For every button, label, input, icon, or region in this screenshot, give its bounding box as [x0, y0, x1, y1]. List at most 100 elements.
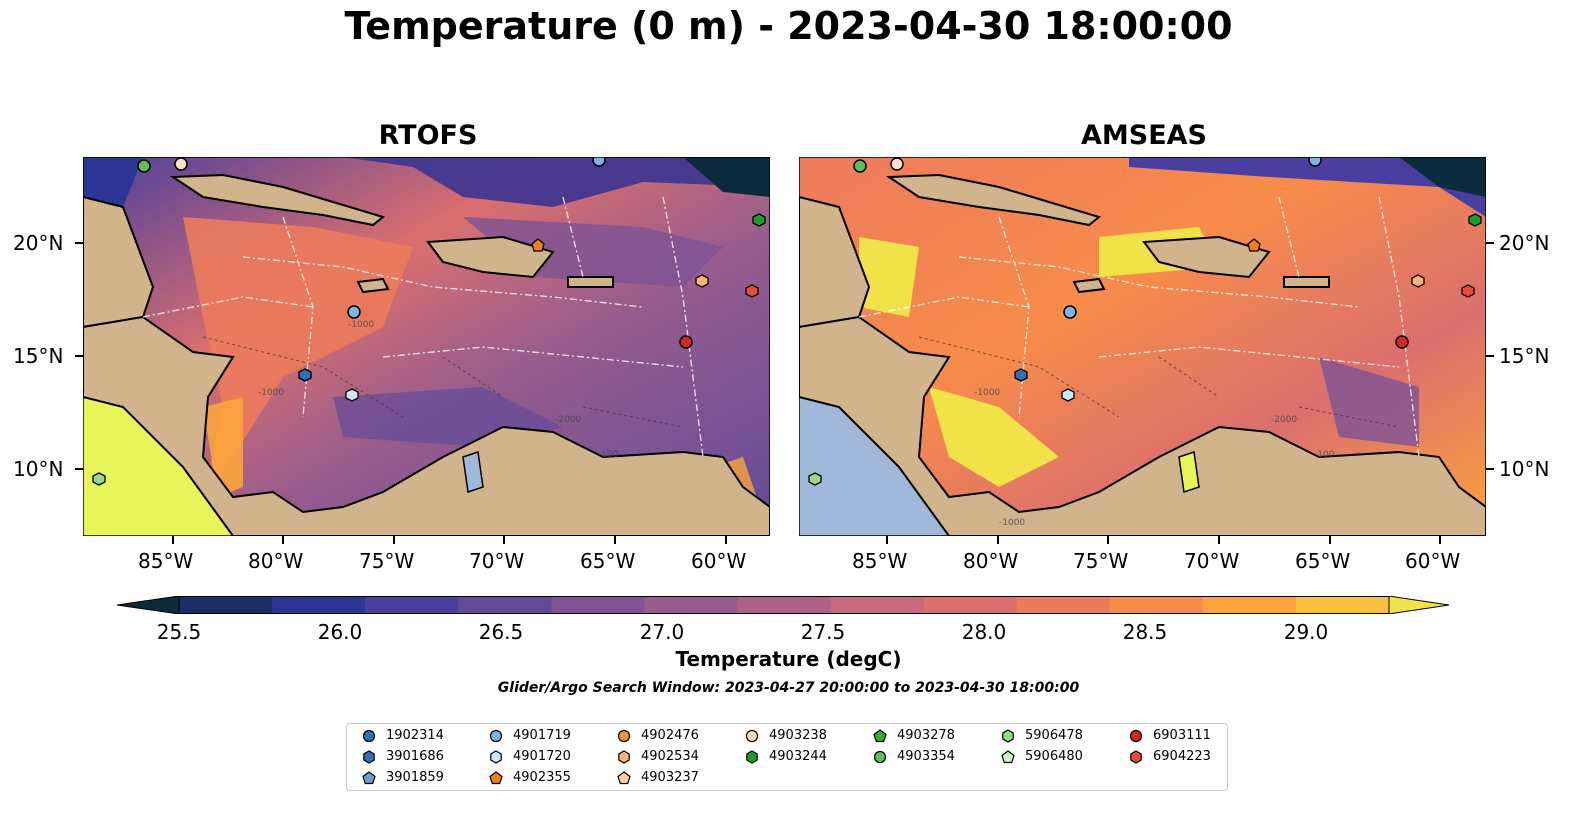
float-marker [1247, 238, 1261, 252]
legend-item: 4903238 [744, 727, 827, 745]
lon-tick-label: 70°W [1184, 549, 1240, 573]
cold-water-region [683, 157, 770, 197]
lon-tick-label: 75°W [359, 549, 415, 573]
legend-item-label: 3901686 [386, 749, 444, 764]
colorbar-segment [830, 596, 925, 614]
cool-water-region [1319, 357, 1419, 447]
legend-pentagon-marker-icon [362, 771, 376, 785]
warm-water-region [859, 237, 919, 317]
legend-item: 4903244 [744, 748, 827, 766]
legend-item: 4902355 [488, 769, 571, 787]
land-central-south-america [799, 315, 1486, 536]
land-jamaica [356, 277, 390, 294]
lon-tick-label: 65°W [1295, 549, 1351, 573]
colorbar-tick: 28.0 [961, 620, 1007, 644]
legend-item-label: 6903111 [1153, 728, 1211, 743]
legend-circle-marker-icon [873, 750, 887, 764]
legend-item-label: 4902476 [641, 728, 699, 743]
float-marker [345, 388, 359, 402]
legend-item: 6903111 [1128, 727, 1211, 745]
cool-water-region [1129, 157, 1486, 217]
float-marker [298, 368, 312, 382]
land-hispaniola [426, 235, 555, 279]
legend-item-label: 4901719 [513, 728, 571, 743]
float-marker [1063, 305, 1077, 319]
eez-boundaries [858, 196, 1420, 458]
legend-item: 5906480 [1000, 748, 1083, 766]
legend-item-label: 5906480 [1025, 749, 1083, 764]
land-yucatan [83, 195, 155, 329]
colorbar-segment [737, 596, 832, 614]
land-cuba [169, 173, 386, 227]
contour-label: -100 [598, 450, 619, 460]
legend-item: 4903237 [616, 769, 699, 787]
lat-tick-label: 20°N [13, 231, 64, 255]
legend-item: 3901859 [361, 769, 444, 787]
float-marker [1061, 388, 1075, 402]
float-marker [679, 335, 693, 349]
legend-item-label: 5906478 [1025, 728, 1083, 743]
colorbar-segment [365, 596, 459, 614]
legend-hexagon-marker-icon [618, 750, 630, 764]
legend-circle-marker-icon [745, 729, 759, 743]
legend-item-label: 4902355 [513, 770, 571, 785]
float-marker [1395, 335, 1409, 349]
lon-tick-label: 60°W [691, 549, 747, 573]
colorbar-segment [923, 596, 1018, 614]
contour-label: -1000 [974, 388, 1000, 398]
legend-item: 3901686 [361, 748, 444, 766]
colorbar-segment [1295, 596, 1390, 614]
legend-item-label: 4903244 [769, 749, 827, 764]
contour-label: -1000 [258, 388, 284, 398]
search-window-text: Glider/Argo Search Window: 2023-04-27 20… [497, 680, 1080, 696]
lon-tick-label: 60°W [1405, 549, 1461, 573]
colorbar-label: Temperature (degC) [675, 647, 902, 671]
float-marker [1014, 368, 1028, 382]
legend-hexagon-marker-icon [490, 750, 502, 764]
colorbar-segment [1109, 596, 1204, 614]
legend-item: 4903354 [872, 748, 955, 766]
lake-maracaibo [462, 451, 484, 493]
contour-label: -2000 [555, 415, 581, 425]
colorbar-segment [1016, 596, 1111, 614]
lon-tick-label: 85°W [852, 549, 908, 573]
float-marker [137, 159, 151, 173]
legend-item-label: 4901720 [513, 749, 571, 764]
colorbar-segment [272, 596, 366, 614]
land-puerto-rico [1283, 276, 1330, 288]
colorbar-segment [644, 596, 738, 614]
land-hispaniola [1142, 235, 1271, 279]
legend-item: 4901720 [488, 748, 571, 766]
colorbar-segment [179, 596, 273, 614]
legend-pentagon-marker-icon [617, 771, 631, 785]
contour-label: -100 [1314, 450, 1335, 460]
legend-item-label: 1902314 [386, 728, 444, 743]
figure-title: Temperature (0 m) - 2023-04-30 18:00:00 [344, 4, 1233, 48]
legend-pentagon-marker-icon [873, 729, 887, 743]
legend-hexagon-marker-icon [1002, 729, 1014, 743]
legend-item-label: 6904223 [1153, 749, 1211, 764]
colorbar-segment [551, 596, 645, 614]
colorbar-extend-min [117, 596, 180, 614]
land-cuba [885, 173, 1102, 227]
pacific-warm-water [83, 397, 233, 536]
colorbar-tick: 28.5 [1122, 620, 1168, 644]
legend-circle-marker-icon [1129, 729, 1143, 743]
colorbar-tick: 25.5 [156, 620, 202, 644]
float-marker [1468, 213, 1482, 227]
map-panel-amseas: -1000 -1000 -100 -2000 [799, 157, 1486, 536]
lon-tick-label: 70°W [469, 549, 525, 573]
colorbar-tick: 27.0 [639, 620, 685, 644]
legend-item-label: 4903238 [769, 728, 827, 743]
land-jamaica [1072, 277, 1106, 294]
pacific-no-data-region [799, 397, 949, 536]
colorbar-extend-max [1388, 596, 1450, 614]
land-puerto-rico [567, 276, 614, 288]
bathymetry-contours [918, 336, 1400, 428]
legend-item: 5906478 [1000, 727, 1083, 745]
legend-item: 4903278 [872, 727, 955, 745]
float-marker [92, 472, 106, 486]
lat-tick-label: 10°N [13, 457, 64, 481]
lat-tick-label: 10°N [1499, 457, 1550, 481]
